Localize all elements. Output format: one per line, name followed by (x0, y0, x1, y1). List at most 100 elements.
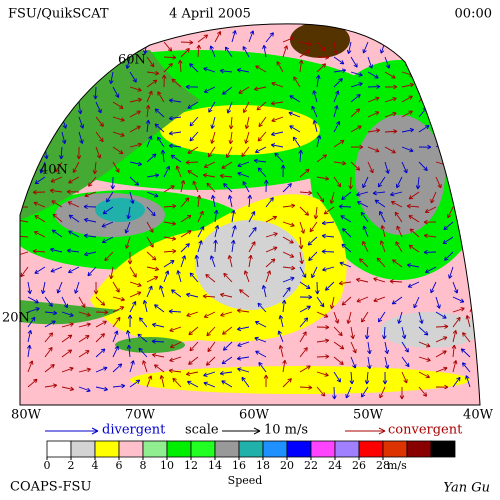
wind-arrow (226, 101, 233, 114)
wind-arrow (180, 255, 186, 268)
wind-arrow (452, 60, 458, 73)
wind-arrow (435, 324, 449, 329)
wind-arrow (408, 244, 420, 253)
wind-arrow (95, 333, 105, 343)
colorbar-segment (46, 440, 72, 458)
wind-arrow (288, 111, 301, 118)
wind-arrow (185, 160, 199, 165)
wind-arrow (38, 71, 46, 83)
wind-arrow (333, 311, 340, 324)
wind-arrow (241, 376, 250, 388)
wind-arrow (248, 254, 253, 268)
wind-arrow (219, 370, 233, 376)
wind-arrow (219, 68, 233, 74)
wind-arrow (406, 203, 420, 209)
wind-arrow (248, 211, 256, 223)
wind-arrow (88, 176, 97, 187)
wind-arrow (205, 273, 216, 283)
wind-arrow (307, 236, 318, 246)
wind-arrow (321, 249, 335, 254)
wind-arrow (110, 176, 116, 190)
wind-arrow (435, 296, 441, 309)
wind-arrow (270, 100, 284, 106)
wind-arrow (237, 341, 250, 347)
wind-arrow (401, 110, 413, 118)
colorbar-tick-label: 26 (352, 459, 366, 472)
wind-arrow (361, 386, 369, 398)
wind-arrow (160, 149, 166, 163)
wind-arrow (27, 316, 36, 328)
wind-arrow (146, 153, 157, 163)
wind-arrow (154, 123, 165, 133)
wind-arrow (244, 131, 250, 144)
wind-arrow (129, 125, 141, 133)
wind-arrow (171, 78, 182, 88)
wind-arrow (129, 86, 142, 92)
wind-arrow (333, 176, 342, 188)
wind-arrow (168, 309, 182, 314)
wind-arrow (228, 131, 234, 145)
wind-arrow (187, 101, 199, 109)
wind-arrow (423, 250, 437, 255)
wind-arrow (27, 116, 40, 123)
wind-arrow (361, 311, 369, 323)
header-source: FSU/QuikSCAT (8, 7, 109, 22)
wind-arrow (444, 251, 454, 261)
wind-arrow (333, 341, 345, 350)
wind-arrow (282, 183, 292, 193)
wind-arrow (163, 236, 177, 241)
wind-arrow (180, 214, 192, 223)
wind-arrow (188, 356, 199, 365)
colorbar-tick-label: 4 (92, 459, 99, 472)
wind-arrow (74, 86, 80, 99)
wind-arrow (126, 344, 132, 358)
wind-arrow (435, 176, 442, 189)
wind-arrow (142, 360, 148, 373)
wind-arrow (60, 101, 66, 115)
wind-arrow (367, 356, 372, 370)
wind-arrow (220, 292, 233, 298)
wind-arrow (423, 233, 437, 239)
wind-arrow (146, 221, 154, 233)
wind-arrow (222, 326, 233, 335)
wind-arrow (127, 314, 133, 328)
wind-arrow (389, 279, 403, 284)
wind-arrow (154, 304, 165, 313)
wind-arrow (248, 226, 257, 238)
wind-arrow (271, 116, 284, 123)
wind-arrow (452, 360, 458, 373)
wind-arrow (226, 146, 233, 159)
wind-arrow (76, 146, 82, 160)
wind-arrow (281, 299, 287, 313)
wind-arrow (129, 161, 143, 167)
wind-arrow (223, 183, 233, 193)
wind-arrow (129, 360, 135, 373)
wind-arrow (243, 270, 250, 283)
wind-arrow (100, 38, 114, 44)
wind-arrow (26, 161, 31, 175)
wind-arrow (384, 56, 391, 69)
wind-arrow (39, 161, 46, 174)
wind-arrow (469, 291, 480, 298)
colorbar-unit: m/s (387, 459, 407, 472)
wind-arrow (175, 165, 182, 178)
wind-arrow (401, 326, 407, 339)
wind-arrow (435, 120, 443, 133)
wind-arrow (180, 243, 190, 253)
wind-arrow (159, 285, 165, 298)
wind-arrow (146, 266, 160, 272)
wind-arrow (247, 194, 253, 208)
wind-arrow (197, 210, 204, 223)
wind-arrow (220, 311, 233, 317)
wind-arrow (452, 38, 466, 43)
wind-arrow (203, 161, 216, 168)
wind-arrow (460, 348, 471, 358)
wind-arrow (102, 206, 114, 215)
wind-arrow (270, 143, 284, 148)
wind-arrow (207, 146, 216, 158)
wind-arrow (316, 135, 322, 148)
colorbar-tick-label: 22 (304, 459, 318, 472)
wind-arrow (408, 215, 420, 223)
wind-arrow (349, 371, 355, 385)
wind-arrow (401, 146, 414, 153)
